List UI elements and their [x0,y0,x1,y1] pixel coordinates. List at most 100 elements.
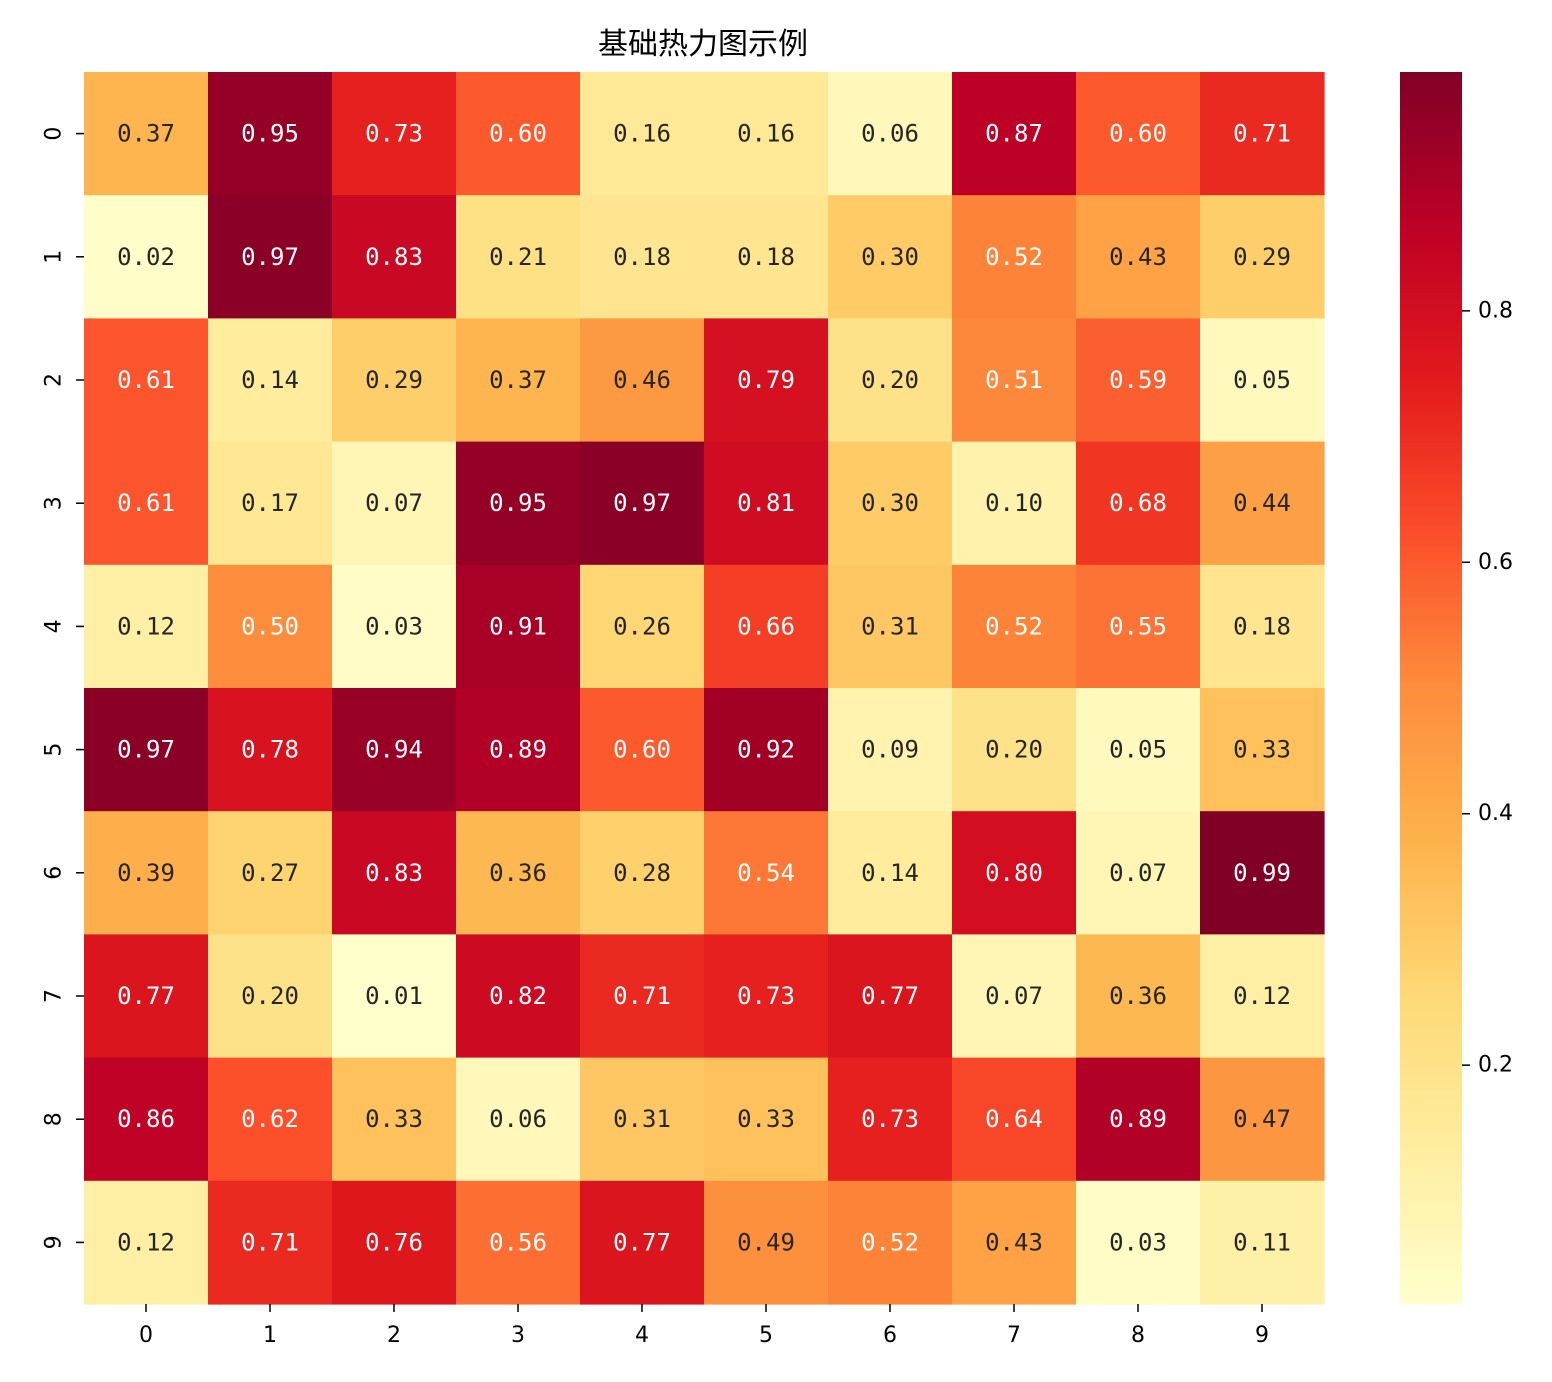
cell-value-label: 0.73 [861,1105,919,1133]
cell-value-label: 0.60 [1109,120,1167,148]
heatmap-cell [952,318,1077,443]
cell-value-label: 0.59 [1109,366,1167,394]
colorbar-gradient [1400,72,1462,1304]
cell-value-label: 0.10 [985,489,1043,517]
x-tick-label: 4 [635,1323,649,1348]
heatmap-cell [952,1057,1077,1182]
heatmap-cell [580,811,705,935]
heatmap-cell [952,195,1077,319]
cell-value-label: 0.61 [117,489,175,517]
cell-value-label: 0.20 [241,982,299,1010]
cell-value-label: 0.31 [613,1105,671,1133]
cell-value-label: 0.07 [1109,859,1167,887]
heatmap-cell [1076,441,1201,566]
colorbar: 0.2 0.4 0.6 0.8 [1400,72,1513,1304]
cell-value-label: 0.56 [489,1228,547,1256]
heatmap-cell [1076,1057,1201,1182]
heatmap-cell [1076,688,1201,812]
cell-value-label: 0.28 [613,859,671,887]
heatmap-cell [1076,811,1201,935]
cell-value-label: 0.03 [1109,1228,1167,1256]
heatmap-cell [332,934,457,1059]
heatmap-cell [84,934,209,1059]
cell-value-label: 0.86 [117,1105,175,1133]
cell-value-label: 0.46 [613,366,671,394]
heatmap-cell [1076,1180,1201,1305]
y-tick-label: 6 [42,866,67,880]
y-tick-label: 4 [42,619,67,633]
cell-value-label: 0.31 [861,612,919,640]
cell-value-label: 0.07 [985,982,1043,1010]
cell-value-label: 0.95 [241,120,299,148]
heatmap-cell [704,564,829,689]
cell-value-label: 0.92 [737,736,795,764]
heatmap-cell [456,441,581,566]
heatmap-cell [828,72,953,196]
x-tick-label: 2 [387,1323,401,1348]
heatmap-cell [952,441,1077,566]
cell-value-label: 0.97 [117,736,175,764]
cell-value-label: 0.12 [1233,982,1291,1010]
cell-value-label: 0.99 [1233,859,1291,887]
heatmap-cell [580,195,705,319]
heatmap-cell [828,1180,953,1305]
cell-value-label: 0.91 [489,612,547,640]
cell-value-label: 0.64 [985,1105,1043,1133]
heatmap-cell [1076,318,1201,443]
heatmap-cell [952,72,1077,196]
cell-value-label: 0.05 [1233,366,1291,394]
heatmap-cell [580,688,705,812]
cell-value-label: 0.39 [117,859,175,887]
heatmap-cell [456,195,581,319]
x-tick-label: 1 [263,1323,277,1348]
heatmap-cell [1200,318,1325,443]
cell-value-label: 0.81 [737,489,795,517]
heatmap-cell [828,195,953,319]
cell-value-label: 0.83 [365,859,423,887]
cell-value-label: 0.89 [1109,1105,1167,1133]
cell-value-label: 0.71 [613,982,671,1010]
heatmap-cell [1200,72,1325,196]
y-tick-label: 0 [42,127,67,141]
heatmap-cell [84,72,209,196]
heatmap-cell [1076,564,1201,689]
heatmap-cell [332,441,457,566]
colorbar-tick-label: 0.2 [1478,1053,1513,1078]
cell-value-label: 0.12 [117,1228,175,1256]
heatmap-cell [1200,564,1325,689]
heatmap-cell [208,1180,333,1305]
heatmap-cell [456,688,581,812]
cell-value-label: 0.27 [241,859,299,887]
cell-value-label: 0.14 [241,366,299,394]
cell-value-label: 0.80 [985,859,1043,887]
heatmap-cell [208,72,333,196]
heatmap-cell [456,1057,581,1182]
cell-value-label: 0.51 [985,366,1043,394]
heatmap-cell [704,811,829,935]
heatmap-cell [1076,934,1201,1059]
cell-value-label: 0.05 [1109,736,1167,764]
cell-value-label: 0.06 [861,120,919,148]
cell-value-label: 0.03 [365,612,423,640]
cell-value-label: 0.37 [117,120,175,148]
heatmap-cell [828,1057,953,1182]
y-tick-label: 3 [42,496,67,510]
heatmap-cell [704,195,829,319]
heatmap-cell [456,72,581,196]
cell-value-label: 0.83 [365,243,423,271]
cell-value-label: 0.61 [117,366,175,394]
heatmap-cell [704,1180,829,1305]
cell-value-label: 0.26 [613,612,671,640]
heatmap-cell [208,195,333,319]
heatmap-cell [1200,1057,1325,1182]
cell-value-label: 0.71 [1233,120,1291,148]
cell-value-label: 0.79 [737,366,795,394]
cell-value-label: 0.06 [489,1105,547,1133]
heatmap-cell [332,72,457,196]
heatmap-cell [580,934,705,1059]
cell-value-label: 0.20 [985,736,1043,764]
cell-value-label: 0.30 [861,489,919,517]
heatmap-cell [828,318,953,443]
